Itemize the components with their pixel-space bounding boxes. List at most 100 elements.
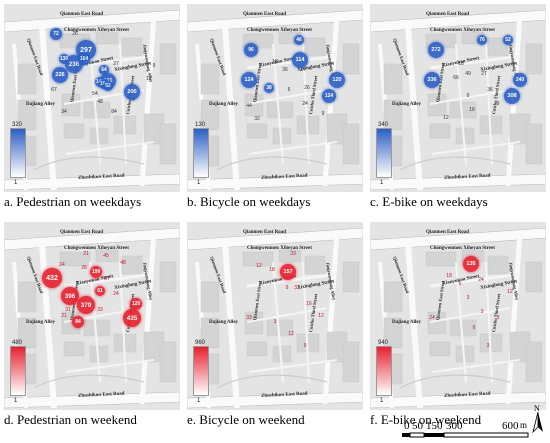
flow-count: 6 (466, 93, 470, 99)
map-panel-e: Qianmen East Road Chongwenmen Xiheyan Str… (187, 222, 363, 410)
flow-count: 16 (306, 301, 312, 307)
flow-count: 3 (486, 343, 490, 349)
flow-count: 12 (256, 263, 262, 269)
north-arrow-icon (532, 412, 543, 434)
legend-gradient (10, 346, 26, 396)
flow-count: 9 (321, 111, 325, 117)
flow-count: 33 (290, 251, 296, 257)
flow-count: 3 (496, 315, 500, 321)
flow-count: 12 (288, 331, 294, 337)
flow-count: 27 (300, 67, 306, 73)
flow-count: 14 (129, 97, 135, 103)
flow-bubble: 96 (244, 43, 258, 57)
flow-bubble: 114 (292, 52, 308, 68)
flow-count: 3 (273, 319, 277, 325)
flow-count: 26 (72, 31, 78, 37)
legend-min-label: 1 (14, 398, 18, 404)
flow-count: 66 (453, 75, 459, 81)
flow-bubble: 135 (463, 256, 479, 272)
legend-max-label: 340 (378, 122, 389, 128)
north-arrow: N (531, 404, 545, 434)
flow-count: 24 (478, 277, 484, 283)
flow-bubble: 64 (99, 65, 109, 75)
street-label-dajiang: Dajiang Alley (392, 102, 422, 107)
scale-label-150: 150 (426, 420, 443, 432)
flow-count: 21 (61, 313, 67, 319)
map-panel-f: Qianmen East Road Chongwenmen Xiheyan Str… (370, 222, 546, 410)
flow-count: 44 (246, 103, 252, 109)
flow-count: 49 (465, 71, 471, 77)
flow-count: 33 (246, 315, 252, 321)
scale-label-300: 300 (446, 420, 463, 432)
flow-count: 18 (269, 267, 275, 273)
flow-count: 31 (65, 307, 71, 313)
flow-count: 12 (443, 115, 449, 121)
street-label-dajiang: Dajiang Alley (26, 320, 56, 325)
flow-count: 67 (51, 87, 57, 93)
flow-count: 21 (83, 251, 89, 257)
flow-count: 3 (466, 295, 470, 301)
street-label-chongwenmen: Chongwenmen Xiheyan Street (64, 246, 129, 251)
flow-count: 36 (282, 67, 288, 73)
flow-count: 6 (287, 87, 291, 93)
flow-bubble: 157 (280, 264, 296, 280)
flow-bubble: 435 (123, 309, 141, 327)
legend-min-label: 1 (197, 180, 201, 186)
flow-bubble: 130 (59, 54, 69, 64)
flow-bubble: 240 (513, 73, 527, 87)
flow-bubble: 272 (428, 42, 444, 58)
flow-bubble: 308 (504, 88, 520, 104)
flow-bubble: 379 (77, 296, 95, 314)
flow-bubble: 226 (52, 67, 68, 83)
street-label-dajiang: Dajiang Alley (26, 102, 56, 107)
legend-max-label: 960 (195, 340, 206, 346)
scale-bar-graphic (402, 432, 529, 438)
flow-count: 27 (481, 71, 487, 77)
street-label-qianmen: Qianmen East Road (60, 230, 104, 235)
flow-count: 84 (111, 109, 117, 115)
base-map (370, 4, 546, 192)
flow-count: 3 (480, 309, 484, 315)
flow-count: 18 (446, 273, 452, 279)
map-panel-c: Qianmen East Road Chongwenmen Xiheyan Str… (370, 4, 546, 192)
street-label-chongwenmen: Chongwenmen Xiheyan Street (430, 28, 495, 33)
flow-bubble: 199 (90, 266, 102, 278)
flow-count: 87 (104, 276, 110, 282)
street-label-chongwenmen: Chongwenmen Xiheyan Street (247, 28, 312, 33)
flow-count: 33 (294, 285, 300, 291)
street-label-dajiang: Dajiang Alley (209, 320, 239, 325)
flow-count: 12 (146, 76, 152, 82)
map-panel-b: Qianmen East Road Chongwenmen Xiheyan Str… (187, 4, 363, 192)
flow-bubble: 38 (264, 83, 274, 93)
flow-count: 6 (458, 281, 462, 287)
legend-gradient (376, 128, 392, 178)
flow-count: 9 (496, 101, 500, 107)
flow-count: 6 (472, 325, 476, 331)
flow-bubble: 46 (294, 35, 304, 45)
street-label-qianmen: Qianmen East Road (60, 12, 104, 17)
street-label-chongwenmen: Chongwenmen Xiheyan Street (430, 246, 495, 251)
flow-bubble: 52 (103, 81, 113, 91)
map-panel-a: Qianmen East Road Chongwenmen Xiheyan Str… (4, 4, 180, 192)
panel-caption-a: a. Pedestrian on weekdays (4, 194, 142, 209)
legend-min-label: 1 (380, 398, 384, 404)
flow-count: 9 (303, 343, 307, 349)
flow-bubble: 164 (78, 53, 90, 65)
flow-bubble: 336 (424, 72, 440, 88)
flow-bubble: 124 (241, 72, 257, 88)
flow-count: 48 (120, 260, 126, 266)
legend-gradient (193, 128, 209, 178)
legend-max-label: 320 (12, 122, 23, 128)
flow-bubble: 72 (50, 28, 62, 40)
flow-count: 24 (429, 315, 435, 321)
flow-bubble: 124 (322, 89, 336, 103)
map-panel-d: Qianmen East Road Chongwenmen Xiheyan Str… (4, 222, 180, 410)
flow-count: 16 (469, 107, 475, 113)
flow-bubble: 84 (72, 316, 84, 328)
legend-min-label: 1 (380, 180, 384, 186)
flow-bubble: 396 (61, 287, 79, 305)
flow-count: 9 (152, 63, 156, 69)
flow-count: 26 (304, 85, 310, 91)
legend-min-label: 1 (14, 180, 18, 186)
scale-unit: m (520, 420, 528, 430)
